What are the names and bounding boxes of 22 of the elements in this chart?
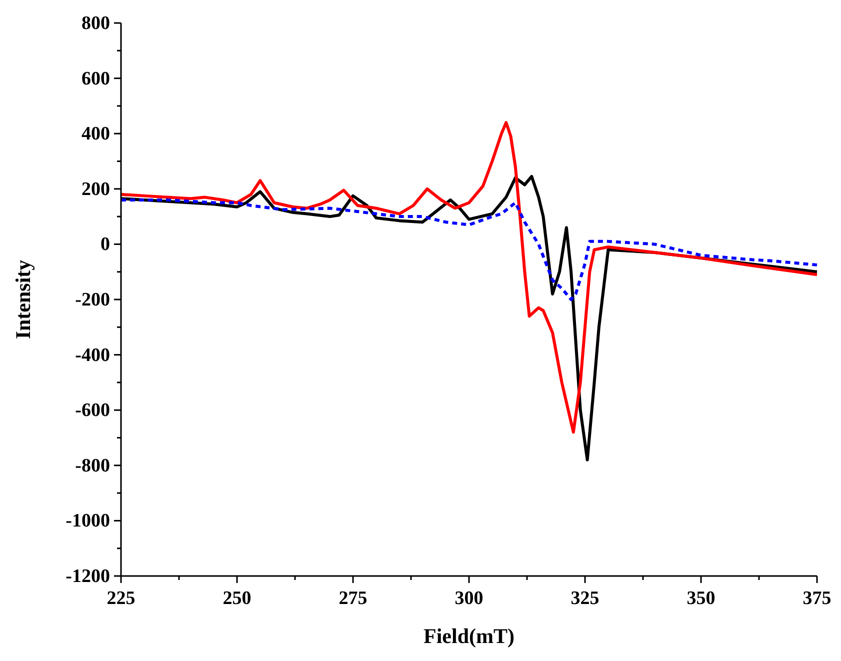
x-tick-label: 250 bbox=[222, 588, 252, 609]
y-tick-label: -800 bbox=[75, 455, 110, 476]
y-tick-label: 200 bbox=[82, 178, 110, 200]
y-tick-label: 0 bbox=[100, 234, 110, 256]
line-series bbox=[120, 198, 818, 301]
y-tick-label: -1000 bbox=[66, 510, 110, 532]
x-tick-label: 375 bbox=[802, 588, 832, 609]
x-tick-label: 350 bbox=[686, 588, 716, 609]
y-tick-label: 600 bbox=[82, 68, 110, 90]
y-tick-label: -200 bbox=[75, 290, 110, 310]
y-tick-label: -1200 bbox=[66, 566, 110, 587]
x-tick-label: 225 bbox=[106, 588, 136, 609]
y-tick-label: -600 bbox=[75, 400, 110, 422]
x-axis-title: Field(mT) bbox=[424, 624, 514, 648]
y-tick-label: 800 bbox=[82, 13, 110, 34]
line-series bbox=[120, 121, 818, 434]
x-tick-label: 275 bbox=[338, 588, 368, 609]
x-tick-label: 325 bbox=[570, 588, 600, 609]
y-axis-title: Intensity bbox=[11, 259, 35, 340]
x-tick-label: 300 bbox=[454, 588, 484, 609]
y-tick-label: -400 bbox=[75, 344, 110, 366]
y-tick-label: 400 bbox=[82, 124, 110, 145]
